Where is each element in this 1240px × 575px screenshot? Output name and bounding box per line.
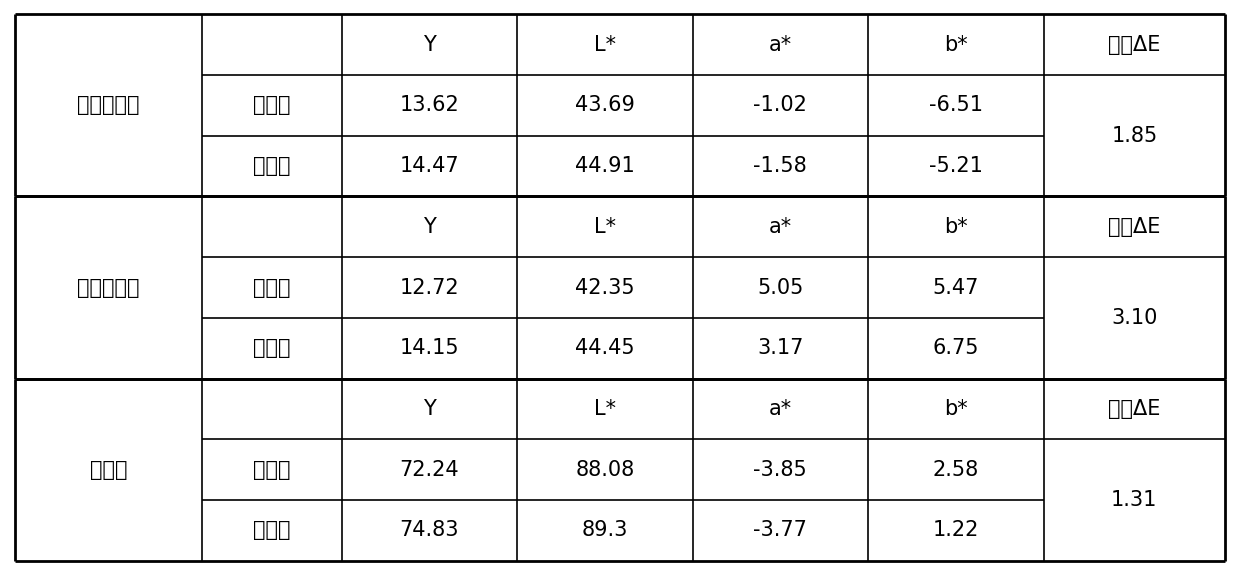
Text: 5.47: 5.47 — [932, 278, 980, 297]
Text: 钢化前: 钢化前 — [253, 459, 291, 480]
Text: Y: Y — [423, 34, 435, 55]
Text: b*: b* — [944, 217, 967, 237]
Text: 88.08: 88.08 — [575, 459, 635, 480]
Text: -3.85: -3.85 — [754, 459, 807, 480]
Text: 12.72: 12.72 — [399, 278, 459, 297]
Text: 玻面反射色: 玻面反射色 — [77, 95, 140, 116]
Text: 3.10: 3.10 — [1111, 308, 1157, 328]
Text: 1.22: 1.22 — [932, 520, 980, 540]
Text: 5.05: 5.05 — [758, 278, 804, 297]
Text: Y: Y — [423, 399, 435, 419]
Text: 13.62: 13.62 — [399, 95, 459, 116]
Text: 钢化后: 钢化后 — [253, 338, 291, 358]
Text: 3.17: 3.17 — [758, 338, 804, 358]
Text: 色差ΔE: 色差ΔE — [1109, 399, 1161, 419]
Text: -6.51: -6.51 — [929, 95, 983, 116]
Text: -5.21: -5.21 — [929, 156, 983, 176]
Text: a*: a* — [769, 217, 792, 237]
Text: 膜面反射色: 膜面反射色 — [77, 278, 140, 297]
Text: 44.91: 44.91 — [575, 156, 635, 176]
Text: -3.77: -3.77 — [754, 520, 807, 540]
Text: -1.02: -1.02 — [754, 95, 807, 116]
Text: 6.75: 6.75 — [932, 338, 980, 358]
Text: 43.69: 43.69 — [575, 95, 635, 116]
Text: 1.85: 1.85 — [1111, 126, 1157, 146]
Text: Y: Y — [423, 217, 435, 237]
Text: 14.15: 14.15 — [399, 338, 459, 358]
Text: L*: L* — [594, 399, 616, 419]
Text: 钢化前: 钢化前 — [253, 278, 291, 297]
Text: a*: a* — [769, 399, 792, 419]
Text: 透过色: 透过色 — [91, 459, 128, 480]
Text: 钢化后: 钢化后 — [253, 520, 291, 540]
Text: 钢化后: 钢化后 — [253, 156, 291, 176]
Text: 色差ΔE: 色差ΔE — [1109, 217, 1161, 237]
Text: 42.35: 42.35 — [575, 278, 635, 297]
Text: 74.83: 74.83 — [399, 520, 459, 540]
Text: 色差ΔE: 色差ΔE — [1109, 34, 1161, 55]
Text: 89.3: 89.3 — [582, 520, 627, 540]
Text: 72.24: 72.24 — [399, 459, 459, 480]
Text: 2.58: 2.58 — [932, 459, 978, 480]
Text: 1.31: 1.31 — [1111, 490, 1157, 510]
Text: 44.45: 44.45 — [575, 338, 635, 358]
Text: L*: L* — [594, 217, 616, 237]
Text: b*: b* — [944, 34, 967, 55]
Text: 14.47: 14.47 — [399, 156, 459, 176]
Text: a*: a* — [769, 34, 792, 55]
Text: -1.58: -1.58 — [754, 156, 807, 176]
Text: 钢化前: 钢化前 — [253, 95, 291, 116]
Text: b*: b* — [944, 399, 967, 419]
Text: L*: L* — [594, 34, 616, 55]
